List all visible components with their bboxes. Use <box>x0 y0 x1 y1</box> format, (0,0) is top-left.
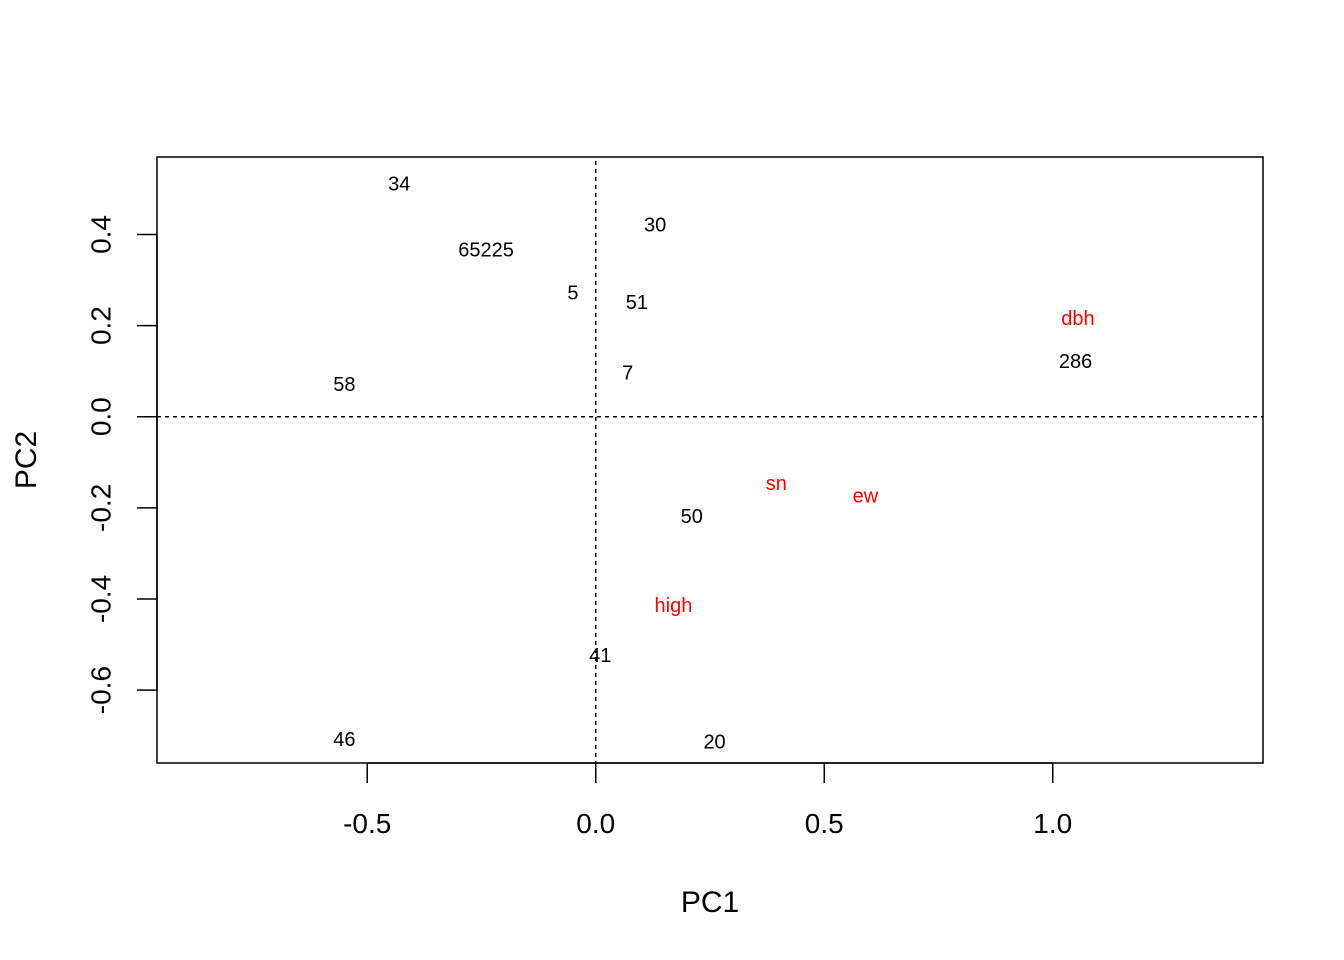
point-label: 34 <box>388 173 410 195</box>
point-label: 51 <box>626 292 648 314</box>
y-tick-label: 0.4 <box>86 215 117 254</box>
x-tick-label: 1.0 <box>1033 808 1072 839</box>
point-label: 286 <box>1059 351 1092 373</box>
y-tick-label: -0.4 <box>86 575 117 623</box>
point-label: 30 <box>644 214 666 236</box>
y-axis: -0.6 -0.4 -0.2 0.0 0.2 0.4 <box>86 215 158 714</box>
y-axis-title: PC2 <box>10 431 43 489</box>
y-tick-label: 0.2 <box>86 306 117 345</box>
y-tick-label: 0.0 <box>86 397 117 436</box>
x-axis: -0.5 0.0 0.5 1.0 <box>343 762 1072 839</box>
point-label: 50 <box>681 506 703 528</box>
point-label: 7 <box>622 362 633 384</box>
point-label: 20 <box>703 731 725 753</box>
point-label: 5 <box>567 283 578 305</box>
point-label: ew <box>853 485 879 507</box>
y-tick-label: -0.6 <box>86 666 117 714</box>
point-label: 46 <box>333 729 355 751</box>
x-axis-title: PC1 <box>681 886 739 919</box>
x-tick-label: -0.5 <box>343 808 391 839</box>
point-label: dbh <box>1061 308 1094 330</box>
point-label: sn <box>766 473 787 495</box>
point-label: 65225 <box>458 239 514 261</box>
y-tick-label: -0.2 <box>86 484 117 532</box>
reference-lines <box>157 161 1263 763</box>
point-label: 58 <box>333 374 355 396</box>
point-label: 41 <box>589 645 611 667</box>
x-tick-label: 0.5 <box>805 808 844 839</box>
plot-frame <box>156 156 1264 764</box>
point-labels: 34 65225 30 5 51 58 7 286 50 41 46 20 dbh sn ew high <box>333 173 1094 753</box>
x-tick-label: 0.0 <box>576 808 615 839</box>
point-label: high <box>655 595 693 617</box>
